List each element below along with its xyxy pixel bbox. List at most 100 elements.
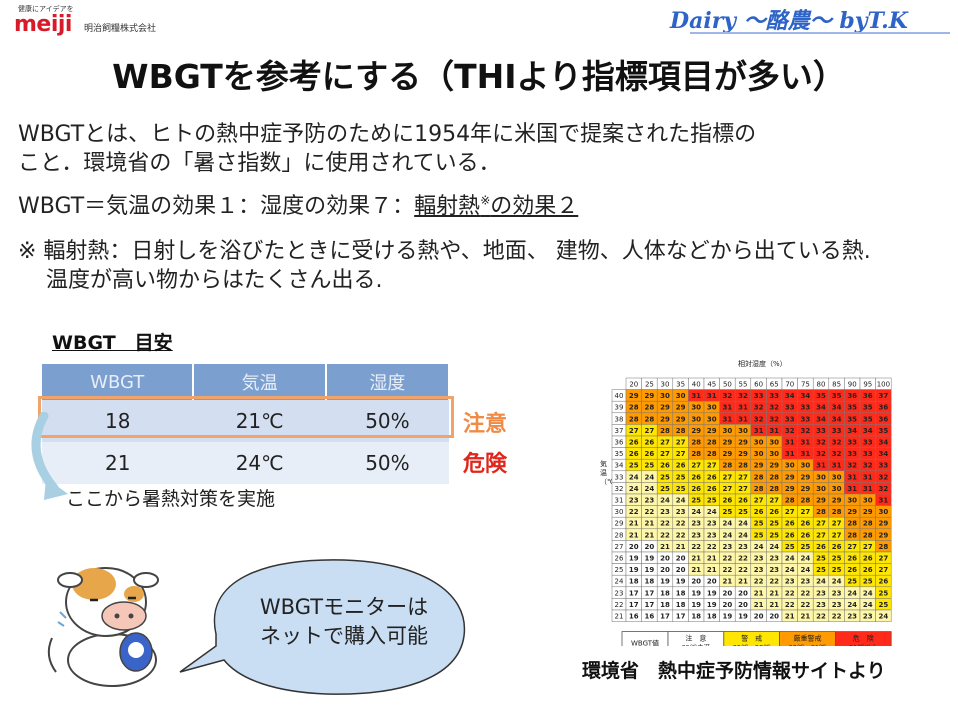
table-row: 21 24℃ 50% <box>42 442 449 484</box>
wbgt-cell-value: 19 <box>707 589 717 597</box>
legend-range: 28℃～31℃ <box>789 644 827 646</box>
wbgt-cell-value: 31 <box>785 450 795 458</box>
wbgt-cell-value: 22 <box>676 531 686 539</box>
wbgt-cell-value: 23 <box>738 543 748 551</box>
wbgt-cell-value: 21 <box>707 555 717 563</box>
wbgt-cell-value: 33 <box>801 415 811 423</box>
wbgt-cell-value: 27 <box>660 439 670 447</box>
wbgt-cell-value: 27 <box>816 531 826 539</box>
wbgt-cell-value: 32 <box>769 404 779 412</box>
wbgt-cell-value: 20 <box>629 543 639 551</box>
wbgt-cell-value: 18 <box>660 601 670 609</box>
wbgt-cell-value: 26 <box>816 543 826 551</box>
wbgt-cell-value: 24 <box>754 543 764 551</box>
wbgt-cell-value: 23 <box>801 578 811 586</box>
formula-suffix: の効果２ <box>490 194 579 219</box>
wbgt-cell-value: 26 <box>707 485 717 493</box>
legend-label: 注 意 <box>685 634 706 643</box>
temp-tick-label: 26 <box>615 555 624 563</box>
wbgt-cell-value: 27 <box>754 497 764 505</box>
wbgt-cell-value: 25 <box>629 462 639 470</box>
wbgt-cell-value: 30 <box>723 427 733 435</box>
humidity-tick-label: 85 <box>832 381 841 389</box>
wbgt-cell-value: 28 <box>879 543 889 551</box>
wbgt-cell-value: 29 <box>629 392 639 400</box>
wbgt-cell-value: 25 <box>660 485 670 493</box>
humidity-tick-label: 25 <box>645 381 654 389</box>
wbgt-cell-value: 18 <box>676 589 686 597</box>
humidity-tick-label: 70 <box>785 381 794 389</box>
temp-tick-label: 39 <box>615 404 624 412</box>
wbgt-cell-value: 26 <box>879 578 889 586</box>
wbgt-cell-value: 31 <box>723 415 733 423</box>
wbgt-cell-value: 24 <box>863 601 873 609</box>
wbgt-cell-value: 22 <box>816 613 826 621</box>
temp-tick-label: 34 <box>615 462 624 470</box>
wbgt-cell-value: 26 <box>676 462 686 470</box>
wbgt-cell-value: 25 <box>691 497 701 505</box>
wbgt-cell-value: 25 <box>754 531 764 539</box>
wbgt-cell-value: 35 <box>816 392 826 400</box>
legend-range: 31℃以上 <box>849 643 878 646</box>
wbgt-cell-value: 24 <box>863 589 873 597</box>
formula-mark: ※ <box>480 193 491 208</box>
temp-tick-label: 33 <box>615 473 624 481</box>
wbgt-cell-value: 22 <box>801 601 811 609</box>
humidity-tick-label: 100 <box>877 381 890 389</box>
wbgt-cell-value: 25 <box>769 520 779 528</box>
wbgt-cell-value: 20 <box>676 566 686 574</box>
wbgt-cell-value: 31 <box>879 497 889 505</box>
wbgt-cell-value: 24 <box>645 473 655 481</box>
wbgt-cell-value: 23 <box>832 589 842 597</box>
wbgt-cell-value: 30 <box>769 450 779 458</box>
wbgt-cell-value: 33 <box>863 450 873 458</box>
wbgt-cell-value: 30 <box>847 497 857 505</box>
wbgt-cell-value: 29 <box>801 473 811 481</box>
legend-head-label: WBGT値 <box>631 639 659 646</box>
wbgt-cell-value: 27 <box>660 450 670 458</box>
wbgt-cell-value: 35 <box>847 404 857 412</box>
wbgt-cell-value: 33 <box>769 392 779 400</box>
wbgt-cell-value: 26 <box>738 497 748 505</box>
wbgt-cell-value: 28 <box>769 485 779 493</box>
wbgt-cell-value: 21 <box>645 531 655 539</box>
wbgt-cell-value: 17 <box>629 601 639 609</box>
wbgt-cell-value: 25 <box>645 462 655 470</box>
wbgt-cell-value: 21 <box>629 520 639 528</box>
wbgt-cell-value: 30 <box>769 439 779 447</box>
wbgt-cell-value: 27 <box>816 520 826 528</box>
wbgt-cell-value: 26 <box>691 485 701 493</box>
wbgt-cell-value: 27 <box>676 450 686 458</box>
wbgt-cell-value: 27 <box>645 427 655 435</box>
wbgt-cell-value: 28 <box>832 508 842 516</box>
wbgt-cell-value: 26 <box>691 473 701 481</box>
wbgt-cell-value: 31 <box>832 462 842 470</box>
meiji-logo: meiji <box>14 12 72 37</box>
wbgt-cell-value: 20 <box>723 589 733 597</box>
wbgt-cell-value: 25 <box>879 589 889 597</box>
wbgt-cell-value: 24 <box>723 531 733 539</box>
wbgt-cell-value: 26 <box>645 450 655 458</box>
wbgt-cell-value: 19 <box>645 566 655 574</box>
wbgt-cell-value: 26 <box>645 439 655 447</box>
wbgt-cell-value: 29 <box>676 415 686 423</box>
wbgt-cell-value: 19 <box>707 601 717 609</box>
wbgt-cell-value: 25 <box>816 555 826 563</box>
wbgt-cell-value: 19 <box>676 578 686 586</box>
temp-tick-label: 23 <box>615 589 624 597</box>
wbgt-cell-value: 20 <box>769 613 779 621</box>
wbgt-cell-value: 20 <box>738 601 748 609</box>
wbgt-cell-value: 21 <box>723 578 733 586</box>
wbgt-cell-value: 21 <box>754 601 764 609</box>
wbgt-cell-value: 28 <box>785 497 795 505</box>
wbgt-cell-value: 22 <box>801 589 811 597</box>
wbgt-cell-value: 31 <box>754 427 764 435</box>
wbgt-cell-value: 28 <box>691 439 701 447</box>
cell-humidity: 50% <box>325 442 449 484</box>
humidity-tick-label: 90 <box>848 381 857 389</box>
wbgt-cell-value: 28 <box>816 508 826 516</box>
wbgt-cell-value: 21 <box>660 543 670 551</box>
wbgt-cell-value: 28 <box>847 531 857 539</box>
wbgt-cell-value: 23 <box>769 555 779 563</box>
wbgt-cell-value: 25 <box>801 543 811 551</box>
